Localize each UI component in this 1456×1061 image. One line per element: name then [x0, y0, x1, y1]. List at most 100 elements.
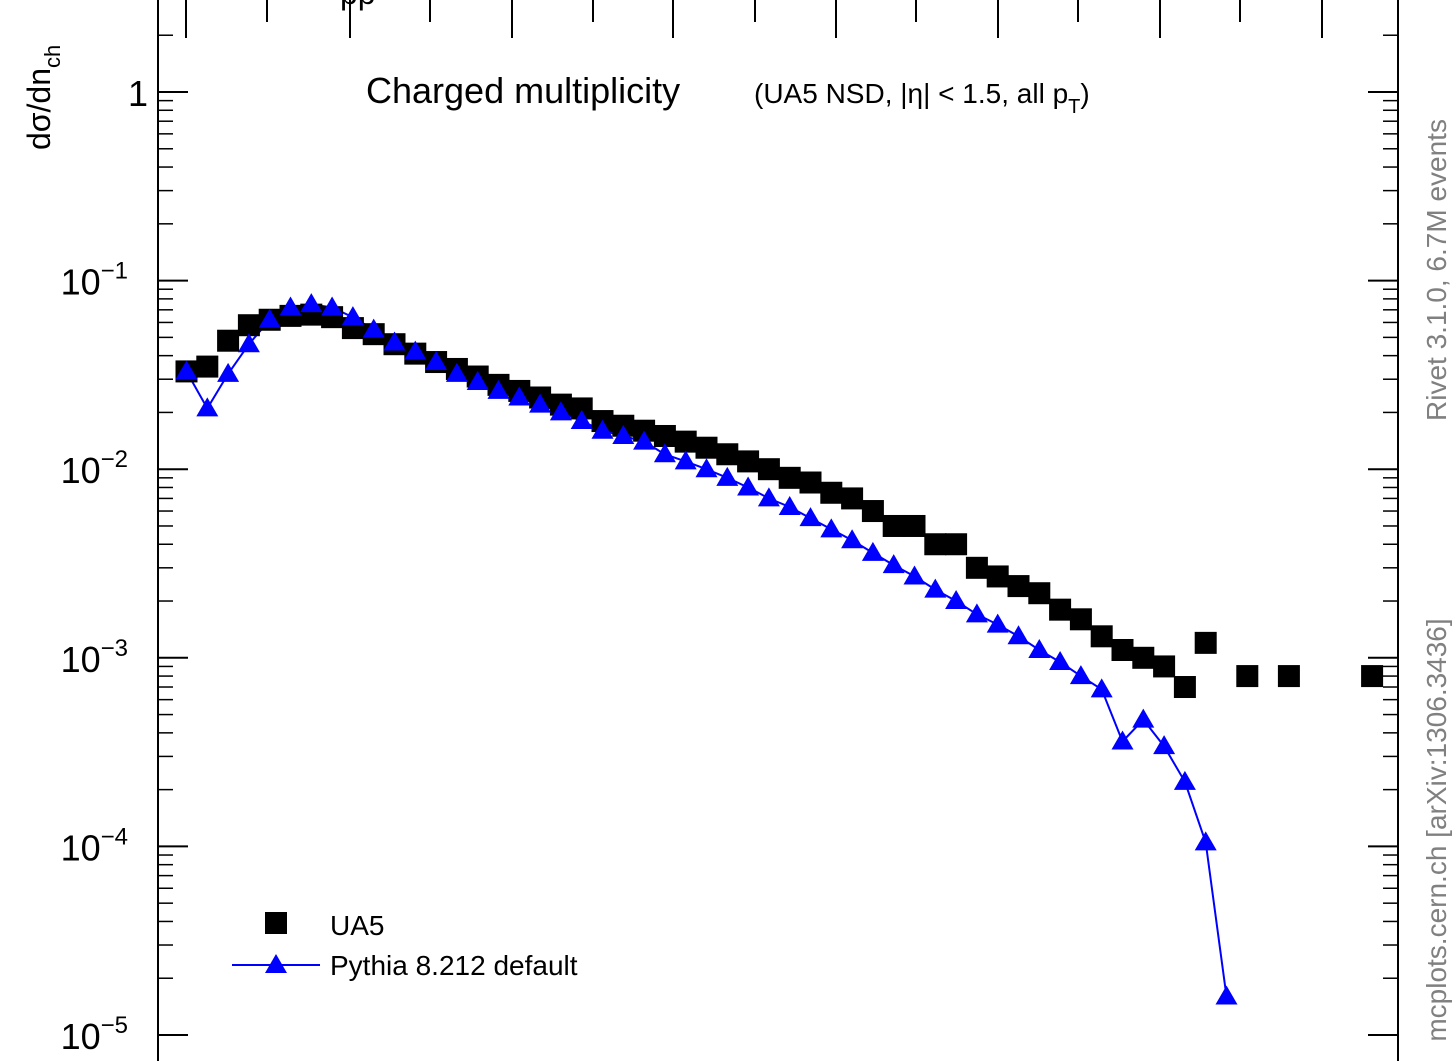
y-tick-label: 10−2: [61, 446, 128, 491]
ua5-point: [986, 565, 1009, 588]
ua5-point: [716, 443, 739, 466]
pythia-point: [570, 410, 593, 430]
ua5-point: [1049, 598, 1072, 621]
ua5-point: [841, 487, 864, 510]
ua5-point: [1090, 625, 1113, 648]
ua5-point: [820, 481, 843, 504]
pythia-point: [487, 379, 510, 399]
ua5-point: [1153, 655, 1176, 678]
pythia-point: [279, 296, 302, 316]
legend-ua5-marker: [265, 912, 287, 934]
pythia-point: [757, 487, 780, 507]
ua5-point: [1173, 676, 1196, 699]
pythia-point: [903, 565, 926, 585]
ua5-point: [1361, 665, 1384, 688]
pythia-point: [258, 308, 281, 328]
pythia-point: [633, 430, 656, 450]
mcplots-label: mcplots.cern.ch [arXiv:1306.3436]: [1421, 618, 1452, 1041]
pythia-point: [1153, 735, 1176, 755]
ua5-point: [924, 533, 947, 556]
pythia-point: [1069, 665, 1092, 685]
pythia-point: [217, 362, 240, 382]
y-axis-label: dσ/dnch: [21, 45, 65, 150]
y-tick-label: 10−4: [61, 823, 128, 868]
ua5-point: [1007, 575, 1030, 598]
ua5-point: [217, 329, 240, 352]
pythia-point: [362, 318, 385, 338]
pythia-point: [1132, 708, 1155, 728]
ua5-point: [1111, 638, 1134, 661]
pythia-point: [653, 443, 676, 463]
ua5-point: [1069, 608, 1092, 631]
pythia-point: [1111, 730, 1134, 750]
chart-title: Charged multiplicity: [366, 70, 680, 111]
legend: UA5 Pythia 8.212 default: [232, 910, 578, 981]
ua5-point: [1194, 631, 1217, 654]
pythia-point: [445, 362, 468, 382]
pythia-point: [945, 590, 968, 610]
pythia-point: [820, 518, 843, 538]
pythia-point: [549, 401, 572, 421]
pythia-point: [674, 450, 697, 470]
pythia-point: [466, 370, 489, 390]
pythia-point: [175, 360, 198, 380]
pythia-point: [404, 340, 427, 360]
ua5-point: [1236, 665, 1259, 688]
top-label: pp: [340, 0, 376, 11]
ua5-point: [1028, 582, 1051, 605]
series-lines: [185, 303, 1228, 997]
ua5-point: [695, 436, 718, 459]
pythia-point: [237, 333, 260, 353]
legend-pythia-label: Pythia 8.212 default: [330, 950, 578, 981]
pythia-point: [841, 529, 864, 549]
pythia-point: [1194, 831, 1217, 851]
ua5-point: [861, 500, 884, 523]
ua5-point: [965, 556, 988, 579]
pythia-line: [185, 303, 1228, 997]
pythia-point: [861, 541, 884, 561]
pythia-point: [695, 458, 718, 478]
pythia-point: [383, 331, 406, 351]
ua5-point: [196, 355, 219, 378]
ua5-point: [945, 533, 968, 556]
ua5-point: [778, 466, 801, 489]
pythia-point: [924, 578, 947, 598]
y-tick-label: 10−1: [61, 258, 128, 303]
pythia-point: [965, 603, 988, 623]
pythia-point: [1090, 678, 1113, 698]
ua5-point: [882, 514, 905, 537]
ua5-point: [1277, 665, 1300, 688]
ua5-point: [1132, 646, 1155, 669]
legend-ua5-label: UA5: [330, 910, 384, 941]
y-tick-labels: 1 10−1 10−2 10−3 10−4 10−5: [61, 73, 148, 1057]
axis-ticks: [158, 0, 1398, 1036]
pythia-point: [737, 476, 760, 496]
y-tick-label: 10−5: [61, 1012, 128, 1057]
ua5-point: [570, 397, 593, 420]
ua5-point: [237, 314, 260, 337]
data-markers: [175, 293, 1384, 1005]
ua5-point: [653, 424, 676, 447]
pythia-point: [1215, 985, 1238, 1005]
pythia-point: [716, 466, 739, 486]
rivet-version-label: Rivet 3.1.0, 6.7M events: [1421, 119, 1452, 421]
pythia-point: [508, 386, 531, 406]
pythia-point: [1049, 651, 1072, 671]
pythia-point: [529, 393, 552, 413]
pythia-point: [799, 507, 822, 527]
y-tick-label: 1: [128, 73, 148, 114]
ua5-point: [903, 514, 926, 537]
ua5-point: [674, 430, 697, 453]
y-tick-label: 10−3: [61, 635, 128, 680]
pythia-point: [986, 613, 1009, 633]
ua5-point: [737, 450, 760, 473]
pythia-point: [300, 293, 323, 313]
pythia-point: [425, 351, 448, 371]
pythia-point: [882, 554, 905, 574]
ua5-point: [799, 471, 822, 494]
pythia-point: [612, 424, 635, 444]
pythia-point: [1028, 638, 1051, 658]
ua5-point: [757, 458, 780, 481]
pythia-point: [321, 296, 344, 316]
